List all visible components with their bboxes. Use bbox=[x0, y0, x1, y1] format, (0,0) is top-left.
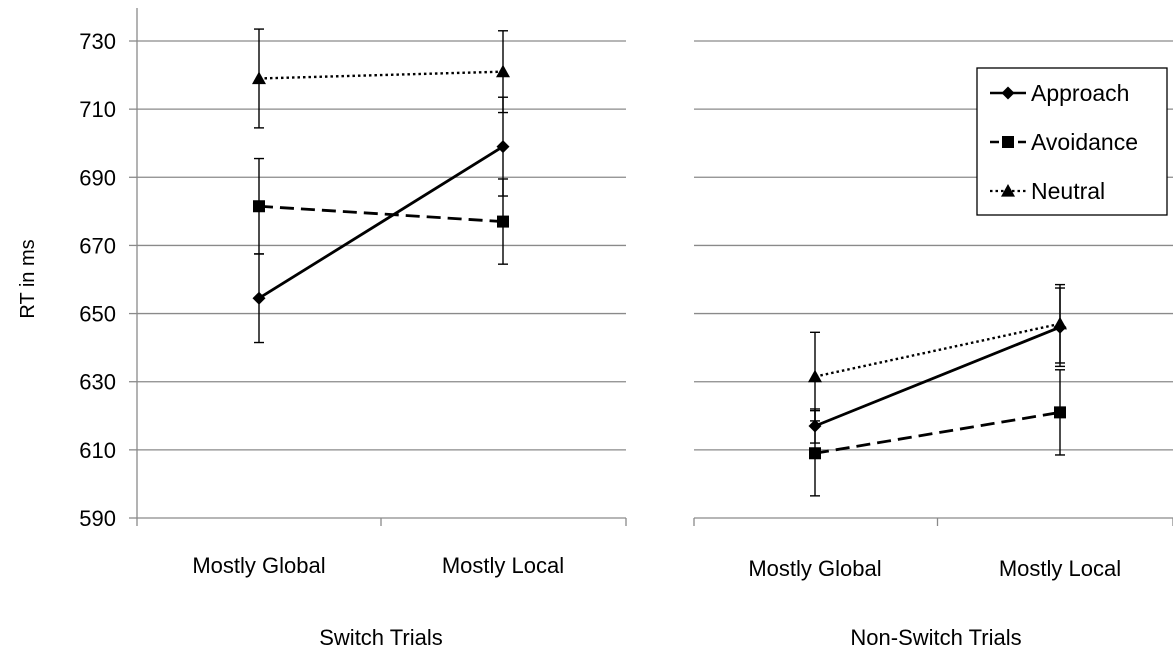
y-tick-label: 730 bbox=[79, 29, 116, 54]
data-point bbox=[1054, 406, 1066, 419]
y-axis-label: RT in ms bbox=[17, 239, 39, 318]
series-approach bbox=[808, 287, 1067, 444]
data-point bbox=[252, 71, 266, 85]
series-approach bbox=[252, 96, 510, 344]
category-label: Mostly Global bbox=[748, 556, 881, 581]
data-point bbox=[252, 291, 266, 305]
legend-label: Approach bbox=[1031, 80, 1129, 106]
series-avoidance bbox=[809, 369, 1066, 497]
series-line bbox=[814, 322, 1061, 378]
data-point bbox=[497, 215, 509, 228]
legend-label: Avoidance bbox=[1031, 129, 1138, 155]
panel-title: Switch Trials bbox=[319, 625, 442, 650]
category-labels: Mostly Global Mostly Local Mostly Global Mo… bbox=[192, 553, 1121, 581]
y-tick-labels: 590 610 630 650 670 690 710 730 bbox=[79, 29, 116, 531]
data-point bbox=[808, 369, 822, 383]
y-tick-label: 610 bbox=[79, 438, 116, 463]
data-point bbox=[809, 447, 821, 460]
y-tick-label: 650 bbox=[79, 302, 116, 327]
grid-left bbox=[137, 40, 626, 451]
series-line bbox=[814, 325, 1061, 428]
y-tick-label: 710 bbox=[79, 97, 116, 122]
legend-marker bbox=[1001, 184, 1015, 197]
series-line bbox=[258, 145, 504, 300]
series-avoidance bbox=[253, 157, 509, 265]
series-line bbox=[814, 410, 1061, 455]
panel-title: Non-Switch Trials bbox=[850, 625, 1021, 650]
series-neutral bbox=[252, 28, 510, 129]
data-point bbox=[496, 140, 510, 154]
series-line bbox=[258, 70, 504, 80]
legend: Approach Avoidance Neutral bbox=[976, 67, 1168, 216]
y-tick-label: 590 bbox=[79, 506, 116, 531]
category-label: Mostly Local bbox=[999, 556, 1121, 581]
legend-label: Neutral bbox=[1031, 178, 1105, 204]
y-tick-label: 690 bbox=[79, 165, 116, 190]
series-line bbox=[258, 204, 504, 223]
y-tick-label: 630 bbox=[79, 370, 116, 395]
panel-titles: Switch Trials Non-Switch Trials bbox=[319, 625, 1021, 650]
legend-marker bbox=[1001, 86, 1015, 100]
y-tick-label: 670 bbox=[79, 233, 116, 258]
axes bbox=[129, 8, 1173, 526]
category-label: Mostly Local bbox=[442, 553, 564, 578]
data-point bbox=[253, 200, 265, 213]
series-neutral bbox=[808, 283, 1067, 422]
series-layer bbox=[252, 28, 1067, 497]
data-point bbox=[1053, 316, 1067, 330]
category-label: Mostly Global bbox=[192, 553, 325, 578]
legend-marker bbox=[1002, 136, 1014, 148]
data-point bbox=[496, 64, 510, 78]
